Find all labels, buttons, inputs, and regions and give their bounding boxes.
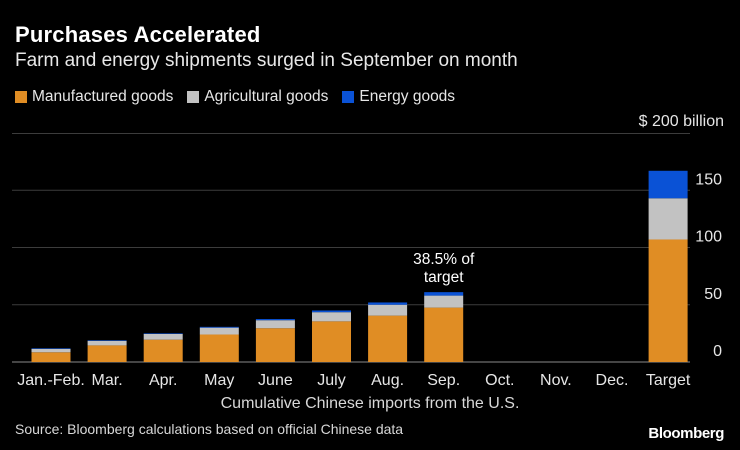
x-tick-label: Oct. <box>485 372 514 389</box>
legend-label-agricultural: Agricultural goods <box>204 88 329 105</box>
bar-apr--manufactured <box>143 339 183 362</box>
bar-apr--agricultural <box>143 333 183 340</box>
bar-target-agricultural <box>648 198 688 240</box>
bar-june-energy <box>255 319 295 321</box>
bar-mar--energy <box>87 340 127 341</box>
x-tick-label: May <box>204 372 234 389</box>
annotation-line-2: target <box>424 269 464 286</box>
legend-item-manufactured: Manufactured goods <box>15 88 173 106</box>
bar-mar--agricultural <box>87 340 127 346</box>
labels-layer: 0 50 100 150 Jan.-Feb. Mar. Apr. May June July Aug… <box>17 171 722 389</box>
y-tick-label: 50 <box>704 286 722 303</box>
x-tick-label: Nov. <box>540 372 572 389</box>
legend-swatch-energy <box>342 91 355 103</box>
bar-jan-feb--agricultural <box>31 348 71 353</box>
chart-legend: Manufactured goods Agricultural goods En… <box>15 88 469 106</box>
bar-may-manufactured <box>199 334 239 362</box>
bar-sep--agricultural <box>424 295 464 308</box>
y-tick-label: 0 <box>713 343 722 360</box>
y-tick-label: 150 <box>695 171 722 188</box>
bar-sep--manufactured <box>424 307 464 362</box>
bar-june-manufactured <box>255 328 295 362</box>
bar-sep--energy <box>424 292 464 296</box>
bar-target-energy <box>648 170 688 199</box>
x-tick-label: Target <box>646 372 691 389</box>
y-axis-unit-label: $ 200 billion <box>639 113 724 130</box>
bar-may-agricultural <box>199 327 239 335</box>
bar-jan-feb--manufactured <box>31 352 71 362</box>
bar-target-manufactured <box>648 239 688 362</box>
legend-label-energy: Energy goods <box>359 88 456 105</box>
legend-label-manufactured: Manufactured goods <box>32 88 174 105</box>
x-tick-label: Mar. <box>92 372 123 389</box>
legend-swatch-manufactured <box>15 91 27 103</box>
bar-apr--energy <box>143 333 183 334</box>
bar-july-agricultural <box>312 312 351 322</box>
bloomberg-logo: Bloomberg <box>648 425 724 442</box>
legend-swatch-agricultural <box>187 91 200 103</box>
bar-aug--manufactured <box>368 315 408 362</box>
chart-subtitle: Farm and energy shipments surged in Sept… <box>15 50 518 71</box>
bar-jan-feb--energy <box>31 348 71 349</box>
bar-july-energy <box>312 310 351 313</box>
annotation-line-1: 38.5% of <box>413 251 475 268</box>
bars-layer <box>31 170 688 362</box>
source-note: Source: Bloomberg calculations based on … <box>15 421 404 437</box>
x-tick-label: Jan.-Feb. <box>17 372 85 389</box>
bar-june-agricultural <box>255 320 295 329</box>
bar-mar--manufactured <box>87 345 127 362</box>
bar-may-energy <box>199 326 239 328</box>
legend-item-agricultural: Agricultural goods <box>187 88 328 106</box>
x-axis-title: Cumulative Chinese imports from the U.S. <box>221 395 520 412</box>
bar-july-manufactured <box>312 321 351 362</box>
legend-item-energy: Energy goods <box>342 88 455 106</box>
x-tick-label: June <box>258 372 293 389</box>
y-tick-label: 100 <box>695 229 722 246</box>
x-tick-label: Sep. <box>427 372 460 389</box>
bar-aug--energy <box>368 302 408 305</box>
bar-aug--agricultural <box>368 304 408 316</box>
x-tick-label: July <box>317 372 345 389</box>
x-tick-label: Apr. <box>149 372 177 389</box>
x-tick-label: Dec. <box>596 372 629 389</box>
chart-title: Purchases Accelerated <box>15 22 261 47</box>
x-tick-label: Aug. <box>371 372 404 389</box>
